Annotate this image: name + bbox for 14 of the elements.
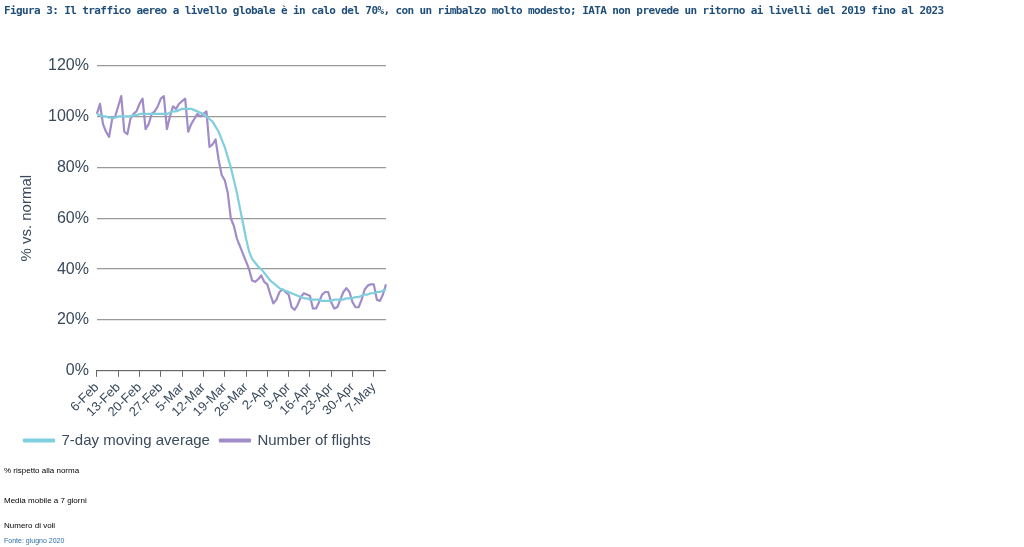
y-tick-label: 120% <box>48 56 89 74</box>
y-tick-label: 20% <box>56 310 89 328</box>
legend-label: 7-day moving average <box>61 430 210 448</box>
y-tick-label: 80% <box>56 157 89 175</box>
y-axis-title: % vs. normal <box>17 174 35 262</box>
text: Numero di voli <box>4 521 56 530</box>
y-tick-label: 0% <box>65 361 89 379</box>
legend-label: Number of flights <box>257 430 371 448</box>
text: % rispetto alla norma <box>4 466 80 475</box>
y-tick-label: 40% <box>56 259 89 277</box>
text: Media mobile a 7 giorni <box>4 496 87 505</box>
y-tick-label: 60% <box>56 208 89 226</box>
text: Figura 3: Il traffico aereo a livello globale è in calo del 70%, con un rimbalzo molto modesto; IATA non prevede un ritorno ai livelli del 2019 fino al 2023 <box>4 4 944 17</box>
y-tick-label: 100% <box>48 106 89 124</box>
